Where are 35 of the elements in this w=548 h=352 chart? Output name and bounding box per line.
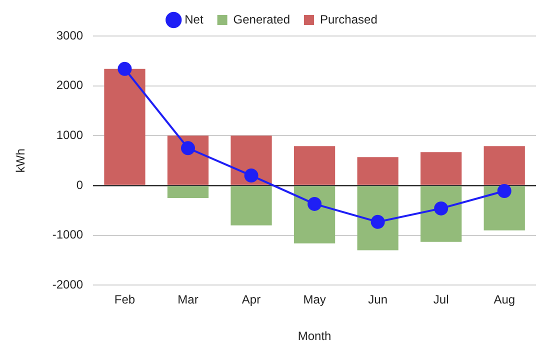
legend-label: Generated bbox=[233, 12, 290, 26]
y-tick-label: -2000 bbox=[52, 278, 84, 292]
x-tick-label: Jul bbox=[433, 292, 449, 307]
bar bbox=[357, 157, 398, 185]
point bbox=[181, 141, 195, 156]
x-tick-label: Mar bbox=[178, 292, 198, 307]
bar bbox=[294, 146, 336, 185]
x-tick-label: Apr bbox=[242, 292, 261, 307]
legend-label: Purchased bbox=[320, 12, 378, 26]
x-tick-label: Aug bbox=[494, 292, 516, 307]
legend-label: Net bbox=[184, 12, 204, 26]
bar bbox=[484, 186, 525, 230]
y-axis-title: kWh bbox=[14, 148, 28, 173]
point bbox=[308, 196, 322, 211]
y-tick-label: -1000 bbox=[52, 228, 84, 242]
y-tick-label: 3000 bbox=[56, 28, 84, 42]
bar bbox=[484, 146, 525, 185]
point bbox=[370, 214, 385, 229]
point bbox=[497, 184, 512, 198]
bar bbox=[294, 186, 336, 244]
y-tick-label: 2000 bbox=[56, 78, 84, 92]
bar bbox=[230, 186, 272, 226]
x-tick-label: May bbox=[303, 292, 326, 307]
bar bbox=[167, 186, 209, 198]
bar bbox=[104, 68, 146, 185]
bar bbox=[420, 152, 462, 185]
bar bbox=[357, 186, 398, 250]
y-tick-label: 1000 bbox=[56, 128, 84, 142]
x-tick-label: Jun bbox=[368, 292, 388, 307]
bar bbox=[420, 186, 462, 242]
y-tick-label: 0 bbox=[76, 178, 84, 192]
x-tick-label: Feb bbox=[114, 292, 136, 307]
point bbox=[118, 62, 132, 76]
point bbox=[244, 168, 258, 183]
x-axis-title: Month bbox=[298, 329, 332, 344]
